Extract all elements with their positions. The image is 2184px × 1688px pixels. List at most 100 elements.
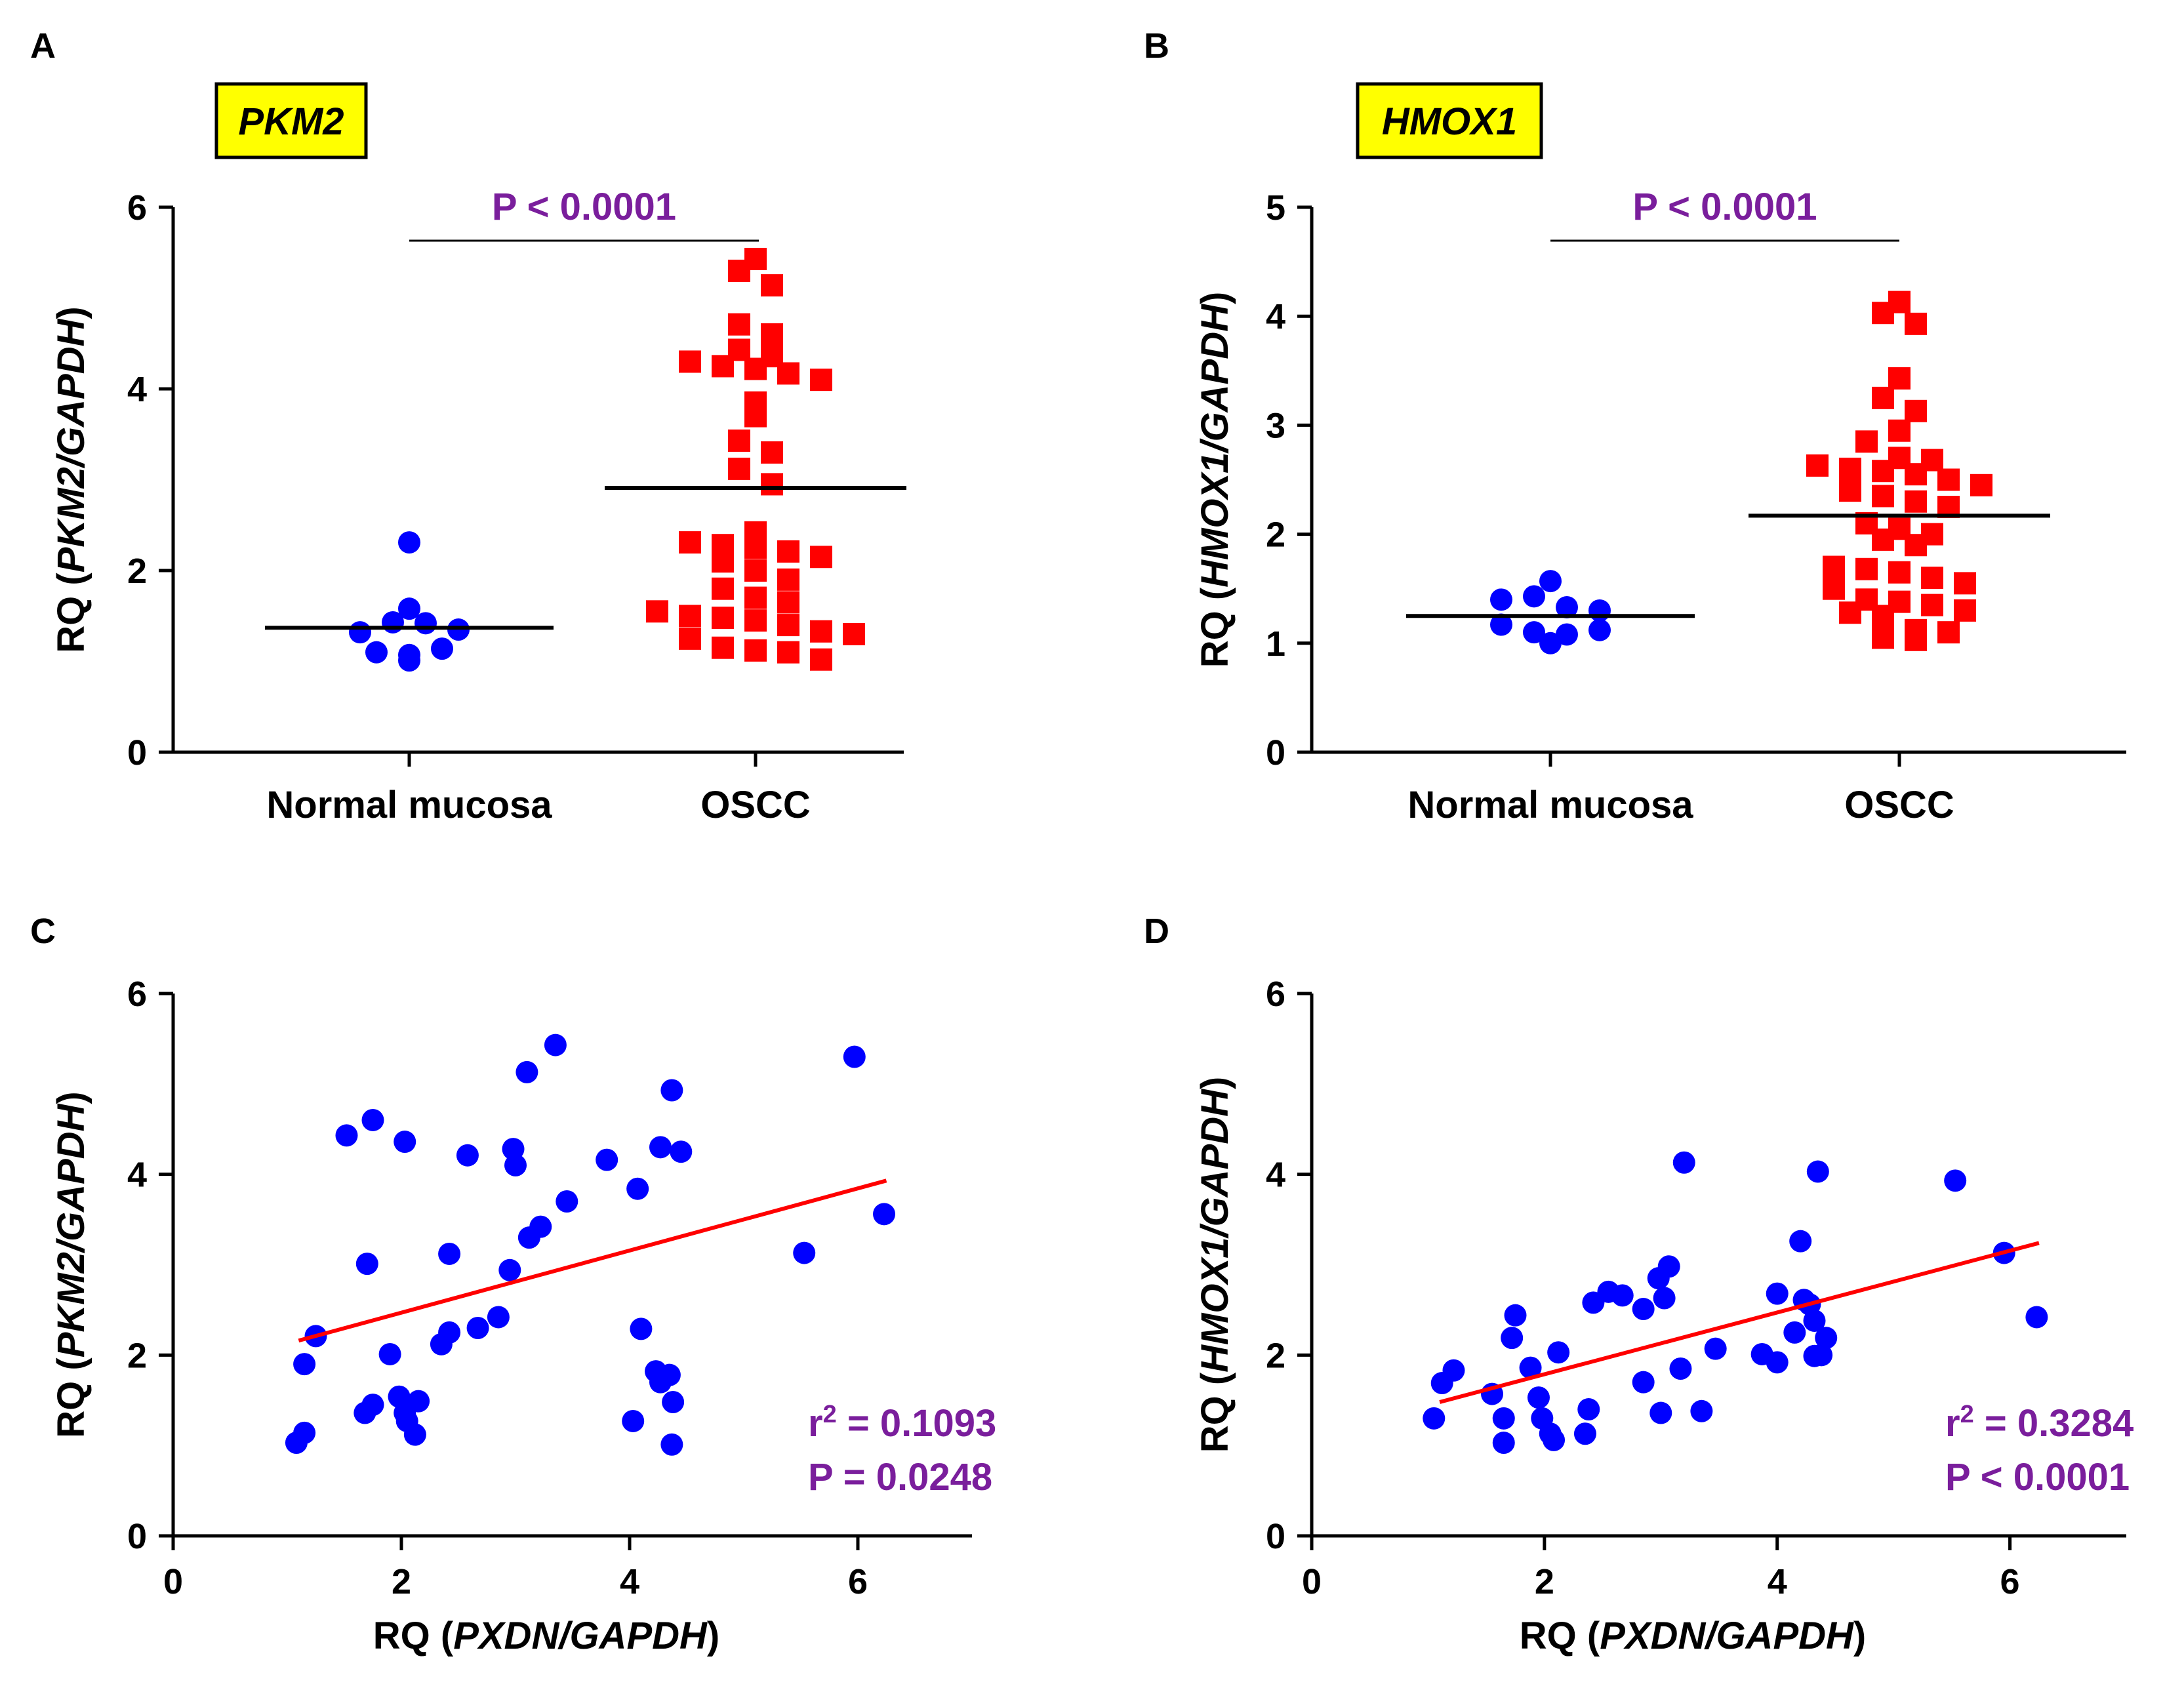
panel-a-oscc-point [712, 607, 734, 630]
panel-c-data-point [504, 1154, 527, 1176]
panel-a-oscc-point [777, 614, 799, 637]
panel-a-oscc-point [744, 536, 767, 559]
panel-a-oscc-point [679, 627, 701, 650]
panel-a-y-tick-label: 0 [127, 733, 147, 773]
panel-b-oscc-point [1855, 557, 1878, 580]
panel-d-data-point [1582, 1291, 1605, 1314]
panel-a-normal-point [398, 597, 420, 620]
panel-d-data-point [1647, 1267, 1670, 1290]
panel-c-data-point [456, 1144, 479, 1167]
panel-a-y-tick-label: 6 [127, 188, 147, 228]
panel-b-normal-point [1523, 585, 1545, 608]
panel-b-oscc-point [1872, 302, 1894, 325]
panel-c-x-axis-title: RQ (PXDN/GAPDH) [373, 1615, 719, 1657]
panel-b-y-tick-label: 2 [1266, 515, 1285, 555]
panel-d-y-axis-title: RQ (HMOX1/GAPDH) [1194, 1077, 1236, 1453]
panel-a-oscc-point [679, 605, 701, 628]
panel-c-data-point [355, 1253, 378, 1276]
panel-d-data-point [1527, 1386, 1550, 1409]
panel-d-data-point [1423, 1407, 1446, 1430]
panel-c-data-point [285, 1432, 308, 1455]
panel-a-oscc-point [810, 620, 832, 643]
panel-b-normal-point [1588, 618, 1611, 641]
panel-c-data-point [649, 1371, 672, 1394]
panel-c-data-point [394, 1131, 416, 1154]
panel-a-oscc-point [744, 559, 767, 582]
panel-b-oscc-point [1872, 626, 1894, 649]
panel-d-y-tick-label: 4 [1266, 1155, 1285, 1195]
panel-letter-d: D [1144, 912, 1169, 951]
panel-a-oscc-point [679, 350, 701, 373]
panel-letter-a: A [30, 26, 56, 66]
panel-a-oscc-point [728, 259, 750, 282]
panel-c-data-point [487, 1306, 510, 1329]
panel-a-oscc-point [777, 591, 799, 614]
panel-b-category-label: OSCC [1844, 784, 1954, 826]
panel-d-data-point [1492, 1407, 1515, 1430]
panel-b-y-tick-label: 5 [1266, 188, 1285, 228]
panel-a-oscc-point [728, 313, 750, 336]
panel-b-oscc-point [1905, 628, 1927, 651]
panel-a-oscc-point [777, 641, 799, 664]
panel-letter-c: C [30, 912, 56, 951]
panel-d-data-point [1547, 1341, 1570, 1364]
panel-d-data-point [1944, 1169, 1967, 1192]
panel-c-data-point [626, 1177, 649, 1200]
panel-d-x-tick-label: 4 [1768, 1562, 1787, 1601]
panel-b-oscc-point [1823, 555, 1845, 578]
panel-c-data-point [354, 1401, 376, 1424]
panel-b-oscc-point [1839, 457, 1861, 480]
panel-c-data-point [622, 1409, 645, 1432]
panel-a-oscc-point [744, 609, 767, 632]
panel-a-normal-point [431, 637, 453, 660]
panel-b-y-axis-title: RQ (HMOX1/GAPDH) [1194, 292, 1236, 668]
panel-c-data-point [517, 1226, 540, 1249]
panel-c-y-axis-title: RQ (PKM2/GAPDH) [50, 1091, 92, 1437]
panel-d-r-squared: r2 = 0.3284 [1945, 1401, 2133, 1445]
panel-a-normal-point [382, 611, 404, 633]
panel-d-y-tick-label: 6 [1266, 975, 1285, 1014]
panel-b-oscc-point [1970, 473, 1992, 496]
panel-c-data-point [649, 1136, 672, 1159]
panel-c-data-point [544, 1034, 567, 1056]
panel-d-data-point [1669, 1357, 1692, 1380]
panel-c-data-point [660, 1079, 683, 1102]
panel-c-data-point [596, 1148, 618, 1171]
panel-b-oscc-point [1905, 399, 1927, 422]
panel-a: 0 2 4 6 Normal mucosa OSCC P < 0.0001 RQ (PKM2/… [50, 186, 906, 826]
panel-c-y-tick-label: 0 [127, 1517, 147, 1556]
panel-c-regression-line [298, 1178, 887, 1343]
panel-d-data-point [1501, 1327, 1524, 1350]
panel-a-oscc-point [843, 622, 865, 645]
panel-b-oscc-point [1905, 490, 1927, 513]
panel-a-category-label: OSCC [700, 784, 811, 826]
panel-a-oscc-point [761, 323, 783, 346]
panel-c-x-tick-label: 6 [848, 1562, 868, 1601]
panel-d-data-point [1766, 1351, 1789, 1374]
panel-b-oscc-point [1905, 463, 1927, 486]
panel-a-oscc-point [810, 648, 832, 671]
panel-a-oscc-point [728, 457, 750, 480]
panel-b-oscc-point [1937, 468, 1960, 491]
panel-a-normal-point [349, 621, 371, 644]
panel-d-data-point [1672, 1151, 1695, 1174]
panel-b-oscc-point [1872, 528, 1894, 551]
panel-a-y-tick-label: 2 [127, 552, 147, 591]
gene-label-a: PKM2 [238, 100, 344, 143]
panel-d-data-point [1810, 1344, 1833, 1367]
panel-c-data-point [438, 1242, 461, 1265]
panel-a-oscc-point [728, 429, 750, 452]
panel-b-y-tick-label: 3 [1266, 406, 1285, 445]
panel-a-oscc-point [777, 568, 799, 591]
panel-a-oscc-point [761, 274, 783, 297]
panel-b-oscc-point [1872, 386, 1894, 409]
panel-a-y-tick-label: 4 [127, 370, 147, 409]
panel-d-x-tick-label: 0 [1302, 1562, 1322, 1601]
panel-c-data-point [361, 1108, 384, 1131]
panel-c-data-point [662, 1391, 685, 1414]
panel-a-oscc-point [810, 369, 832, 392]
panel-d-data-point [1611, 1284, 1634, 1307]
panel-c-data-point [630, 1317, 653, 1340]
panel-d-data-point [1543, 1428, 1566, 1451]
